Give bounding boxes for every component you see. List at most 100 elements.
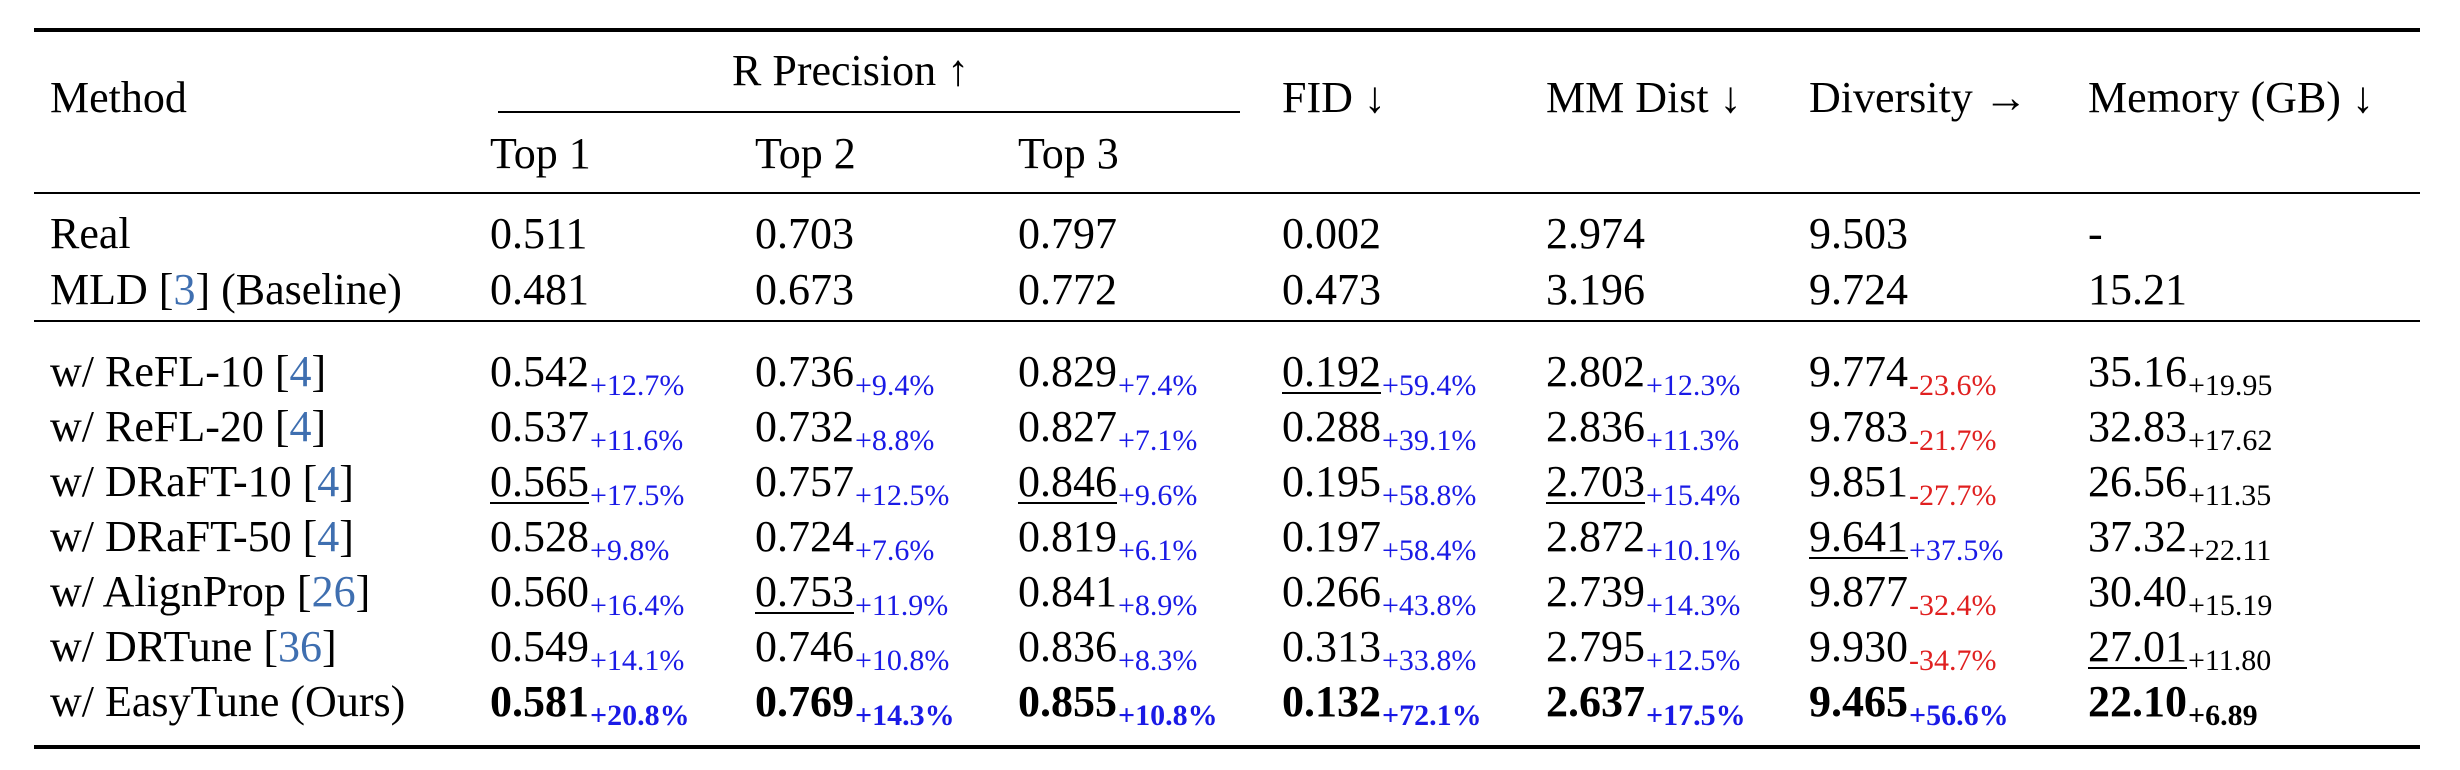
cell-value: 0.724 — [755, 512, 854, 561]
cell-top1: 0.549+14.1% — [490, 623, 685, 678]
cell-delta: +15.4% — [1646, 479, 1741, 512]
cell-delta: +7.1% — [1118, 424, 1198, 457]
cell-value: 0.846 — [1018, 457, 1117, 506]
group-rule — [34, 320, 2420, 322]
cell-delta: +39.1% — [1382, 424, 1477, 457]
cell-value: 0.266 — [1282, 567, 1381, 616]
cell-delta: -32.4% — [1909, 589, 1997, 622]
header-fid: FID ↓ — [1282, 73, 1386, 122]
cell-delta: +8.3% — [1118, 644, 1198, 677]
cell-top2: 0.736+9.4% — [755, 348, 934, 403]
cell-delta: +17.5% — [590, 479, 685, 512]
cell-diversity: 9.641+37.5% — [1809, 512, 2003, 568]
cell-value: 0.560 — [490, 567, 589, 616]
cell-top3: 0.846+9.6% — [1018, 457, 1198, 513]
cell-delta: +15.19 — [2188, 589, 2273, 622]
cell-value: 0.192 — [1282, 347, 1381, 396]
cell-mm-dist: 2.872+10.1% — [1546, 513, 1740, 568]
cell-delta: +14.1% — [590, 644, 685, 677]
cell-memory: 26.56+11.35 — [2088, 457, 2271, 513]
method-name: MLD [3] (Baseline) — [50, 266, 402, 314]
header-r-precision: R Precision ↑ — [732, 46, 970, 95]
cell-value: 0.537 — [490, 402, 589, 451]
cell-diversity: 9.930-34.7% — [1809, 623, 1996, 678]
cell-value: 2.802 — [1546, 347, 1645, 396]
cell-delta: +14.3% — [1646, 589, 1741, 622]
cell-value: 0.288 — [1282, 402, 1381, 451]
citation-link: 36 — [278, 622, 322, 671]
cell-fid: 0.197+58.4% — [1282, 513, 1477, 568]
cell-mm-dist: 2.974 — [1546, 209, 1645, 258]
cell-value: 0.769 — [755, 677, 854, 726]
cell-delta: +58.4% — [1382, 534, 1477, 567]
cell-top3: 0.829+7.4% — [1018, 347, 1197, 403]
cell-top1: 0.581+20.8% — [490, 678, 690, 733]
cell-delta: -23.6% — [1909, 369, 1997, 402]
method-name: Real — [50, 210, 131, 258]
method-label: w/ DRaFT-50 [ — [50, 512, 318, 561]
cell-value: 0.542 — [490, 347, 589, 396]
cell-value: 0.841 — [1018, 567, 1117, 616]
cell-value: 0.757 — [755, 457, 854, 506]
method-name: w/ ReFL-10 [4] — [50, 348, 326, 396]
method-label: MLD [ — [50, 265, 174, 314]
cell-top2: 0.757+12.5% — [755, 457, 949, 513]
cell-delta: -21.7% — [1909, 424, 1997, 457]
cell-fid: 0.192+59.4% — [1282, 347, 1477, 403]
method-label: Real — [50, 209, 131, 258]
cell-delta: +12.7% — [590, 369, 685, 402]
citation-link: 4 — [289, 402, 312, 451]
cell-value: 9.641 — [1809, 512, 1908, 561]
cell-diversity: 9.851-27.7% — [1809, 458, 1997, 513]
cell-top3: 0.836+8.3% — [1018, 623, 1198, 678]
cell-top1: 0.481 — [490, 265, 589, 314]
citation-link: 26 — [311, 567, 356, 616]
header-rule — [34, 192, 2420, 194]
cell-top3: 0.772 — [1018, 265, 1117, 314]
header-top1: Top 1 — [490, 129, 591, 178]
cell-delta: +11.9% — [855, 589, 949, 622]
cell-value: 9.774 — [1809, 347, 1908, 396]
cell-top1: 0.565+17.5% — [490, 457, 685, 513]
method-name: w/ ReFL-20 [4] — [50, 403, 326, 451]
cell-value: 0.565 — [490, 457, 589, 506]
cell-top1: 0.528+9.8% — [490, 513, 669, 568]
cell-delta: +56.6% — [1909, 699, 2009, 732]
table-top-rule — [34, 28, 2420, 32]
header-method: Method — [50, 73, 187, 122]
method-name: w/ DRaFT-50 [4] — [50, 513, 354, 561]
cell-fid: 0.473 — [1282, 265, 1381, 314]
cell-delta: +8.9% — [1118, 589, 1198, 622]
cell-delta: +20.8% — [590, 699, 690, 732]
cell-fid: 0.313+33.8% — [1282, 623, 1476, 678]
method-label: w/ DRTune [ — [50, 622, 278, 671]
cell-memory: 32.83+17.62 — [2088, 402, 2272, 458]
cell-delta: +12.3% — [1646, 369, 1741, 402]
method-label-suffix: ] — [322, 622, 337, 671]
cell-value: 26.56 — [2088, 457, 2187, 506]
cell-value: 9.465 — [1809, 677, 1908, 726]
cell-top1: 0.537+11.6% — [490, 402, 683, 458]
cell-top2: 0.769+14.3% — [755, 677, 955, 733]
cell-top3: 0.797 — [1018, 209, 1117, 258]
cell-value: 35.16 — [2088, 347, 2187, 396]
method-name: w/ DRaFT-10 [4] — [50, 458, 354, 506]
cell-value: 37.32 — [2088, 512, 2187, 561]
cell-delta: +72.1% — [1382, 699, 1482, 732]
cell-delta: -27.7% — [1909, 479, 1997, 512]
cell-value: 2.836 — [1546, 402, 1645, 451]
cell-top3: 0.841+8.9% — [1018, 567, 1198, 623]
cell-memory: 35.16+19.95 — [2088, 347, 2272, 403]
cell-top3: 0.855+10.8% — [1018, 678, 1218, 733]
cell-value: 0.195 — [1282, 457, 1381, 506]
cell-value: 0.829 — [1018, 347, 1117, 396]
cell-mm-dist: 2.637+17.5% — [1546, 678, 1746, 733]
cell-delta: +10.8% — [855, 644, 950, 677]
cell-delta: +9.6% — [1118, 479, 1198, 512]
cell-delta: +59.4% — [1382, 369, 1477, 402]
cell-value: 32.83 — [2088, 402, 2187, 451]
cell-delta: +6.1% — [1118, 534, 1198, 567]
method-label: w/ DRaFT-10 [ — [50, 457, 318, 506]
cell-top3: 0.827+7.1% — [1018, 403, 1198, 458]
cell-value: 9.877 — [1809, 567, 1908, 616]
